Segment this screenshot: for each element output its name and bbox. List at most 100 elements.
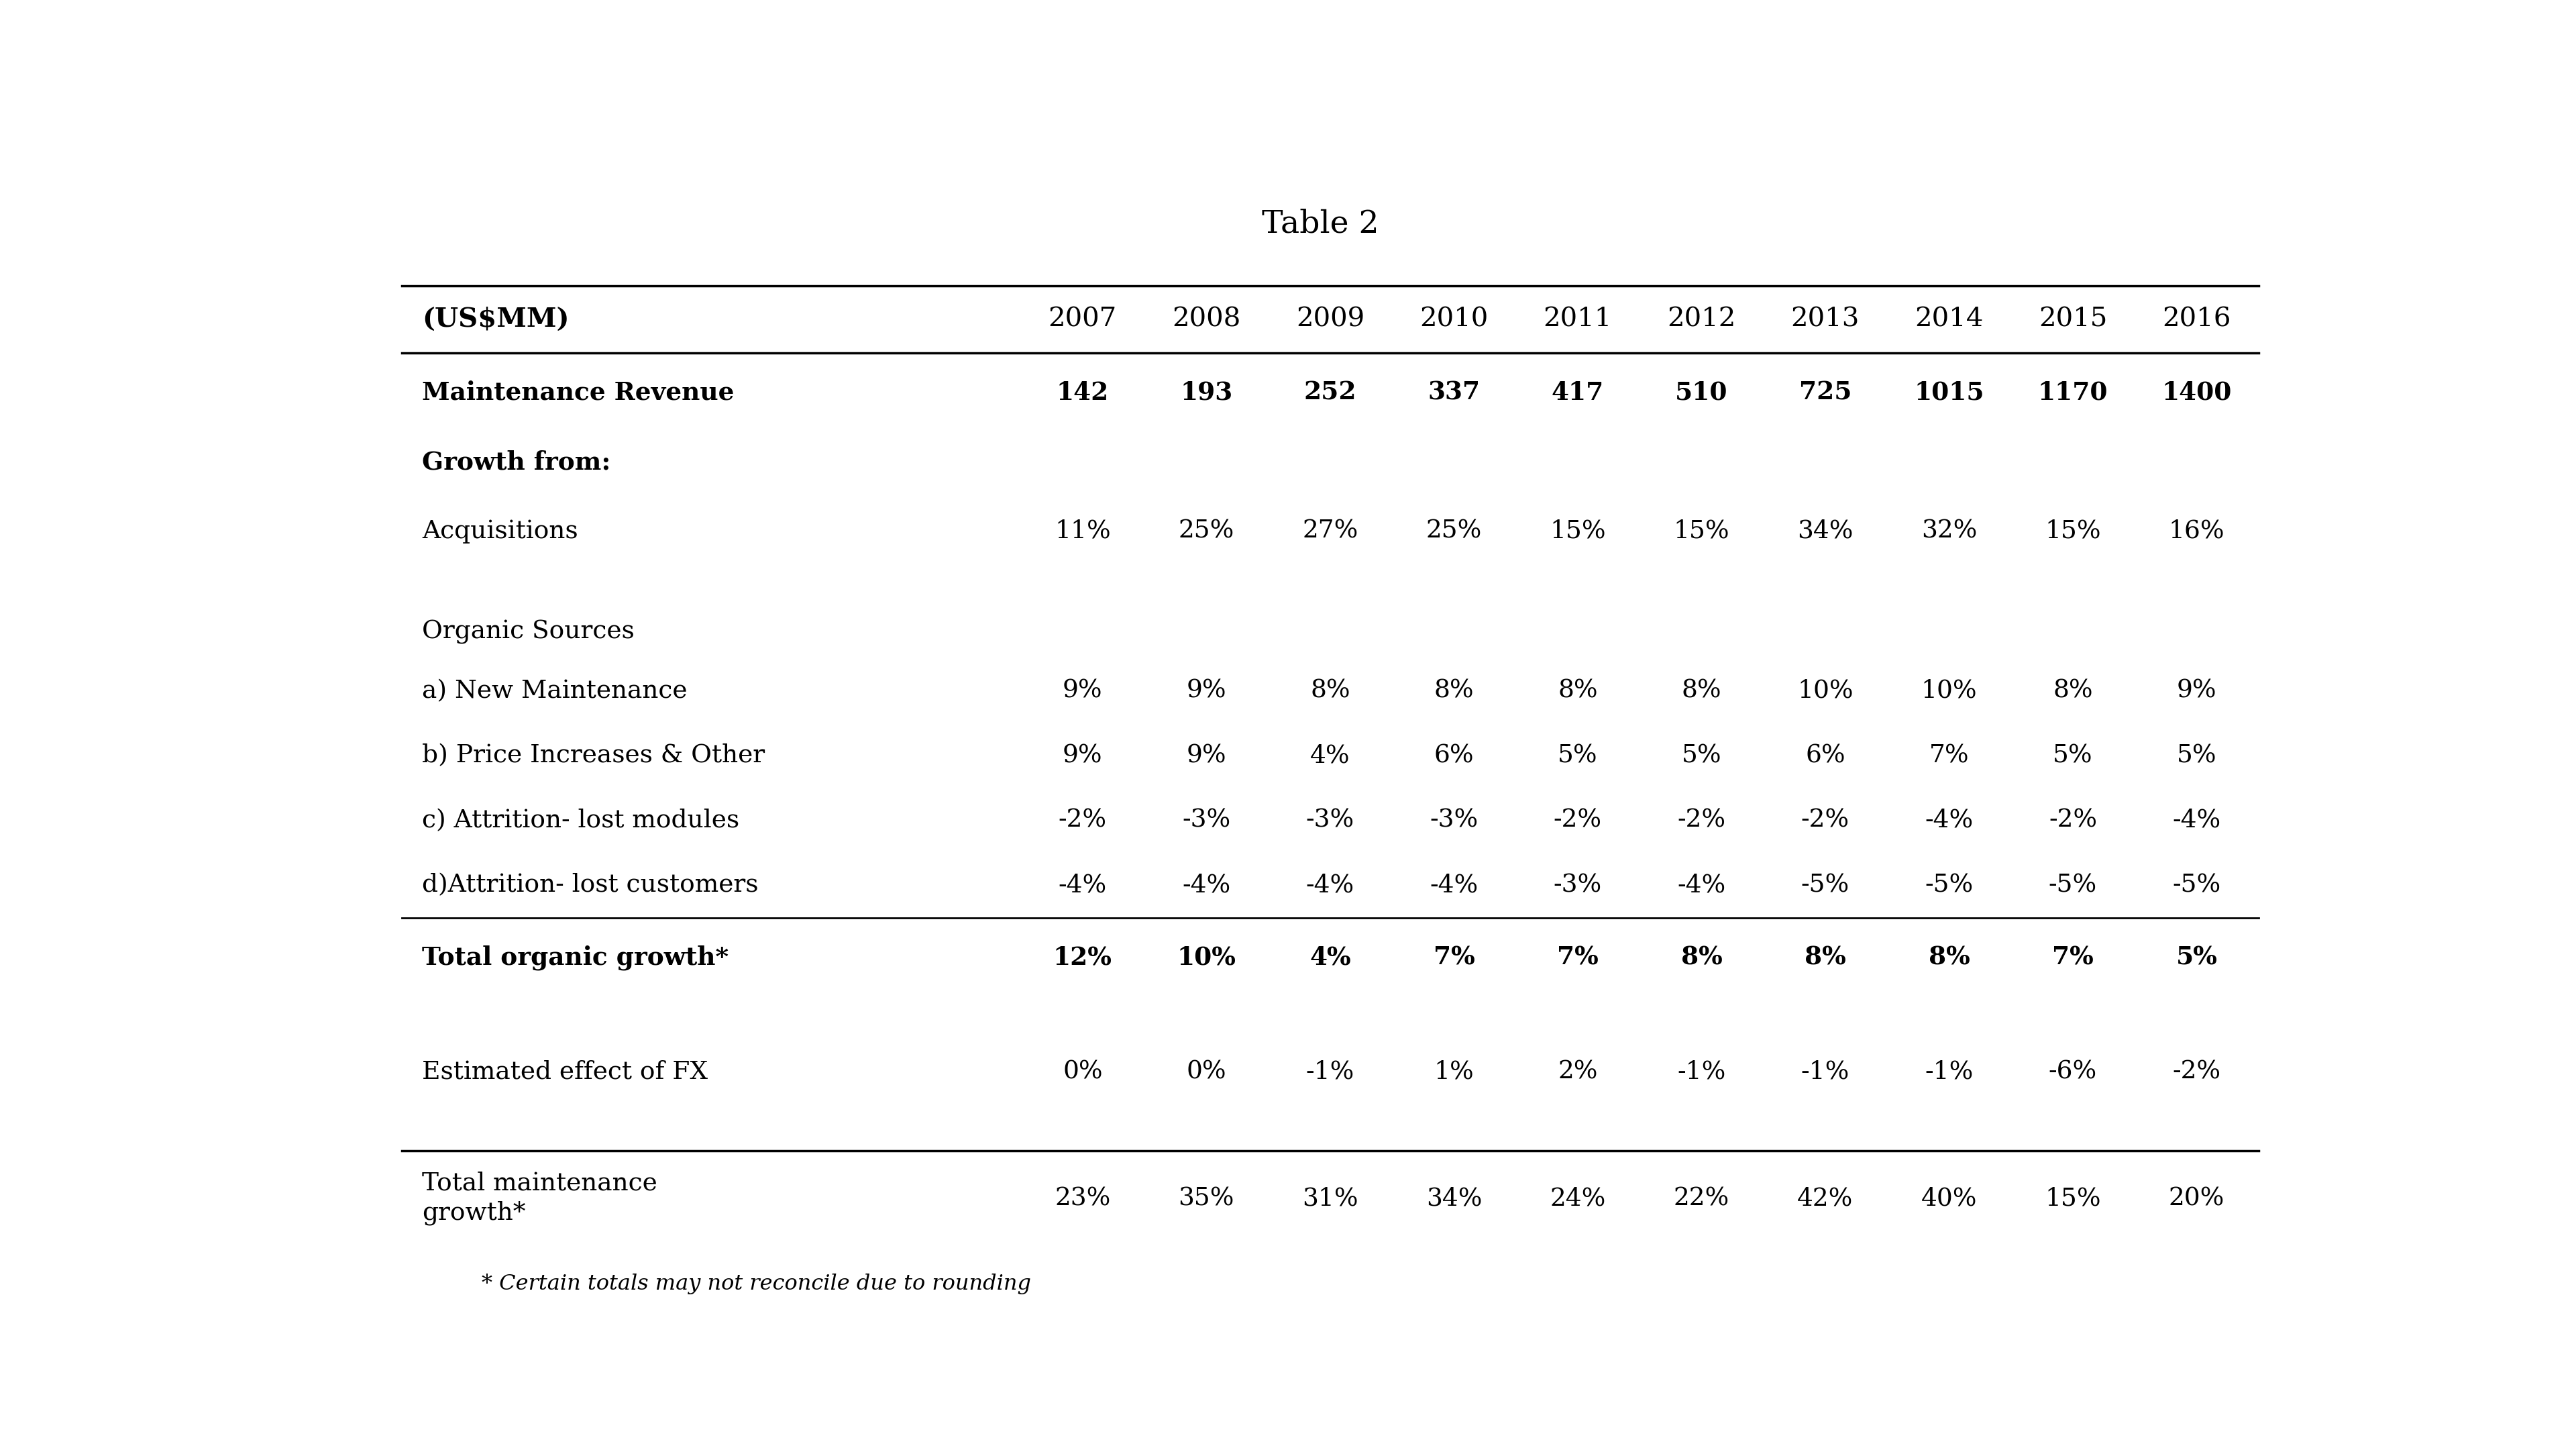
Text: 8%: 8% [2053, 679, 2092, 703]
Text: Total organic growth*: Total organic growth* [422, 945, 729, 970]
Text: -1%: -1% [1677, 1060, 1726, 1083]
Text: -1%: -1% [1306, 1060, 1355, 1083]
Text: -3%: -3% [1182, 809, 1231, 832]
Text: 2009: 2009 [1296, 307, 1365, 332]
Text: 20%: 20% [2169, 1186, 2226, 1211]
Text: Organic Sources: Organic Sources [422, 619, 634, 644]
Text: Growth from:: Growth from: [422, 450, 611, 474]
Text: 5%: 5% [1682, 744, 1721, 767]
Text: 9%: 9% [1188, 679, 1226, 703]
Text: 2015: 2015 [2038, 307, 2107, 332]
Text: 5%: 5% [1558, 744, 1597, 767]
Text: 7%: 7% [1556, 945, 1600, 970]
Text: 9%: 9% [2177, 679, 2215, 703]
Text: 10%: 10% [1177, 945, 1236, 970]
Text: d)Attrition- lost customers: d)Attrition- lost customers [422, 873, 757, 898]
Text: 9%: 9% [1188, 744, 1226, 767]
Text: 7%: 7% [1432, 945, 1473, 970]
Text: 7%: 7% [1929, 744, 1968, 767]
Text: Maintenance Revenue: Maintenance Revenue [422, 380, 734, 405]
Text: 8%: 8% [1680, 945, 1723, 970]
Text: -4%: -4% [2172, 809, 2221, 832]
Text: Estimated effect of FX: Estimated effect of FX [422, 1060, 708, 1083]
Text: 35%: 35% [1177, 1186, 1234, 1211]
Text: 6%: 6% [1435, 744, 1473, 767]
Text: 34%: 34% [1798, 519, 1852, 544]
Text: 23%: 23% [1054, 1186, 1110, 1211]
Text: 25%: 25% [1177, 519, 1234, 544]
Text: 337: 337 [1427, 380, 1481, 405]
Text: 142: 142 [1056, 380, 1108, 405]
Text: 22%: 22% [1674, 1186, 1728, 1211]
Text: * Certain totals may not reconcile due to rounding: * Certain totals may not reconcile due t… [482, 1273, 1030, 1295]
Text: -3%: -3% [1553, 873, 1602, 898]
Text: 1%: 1% [1435, 1060, 1473, 1083]
Text: -4%: -4% [1677, 873, 1726, 898]
Text: 2011: 2011 [1543, 307, 1613, 332]
Text: -2%: -2% [1677, 809, 1726, 832]
Text: 2016: 2016 [2161, 307, 2231, 332]
Text: Total maintenance
growth*: Total maintenance growth* [422, 1172, 657, 1225]
Text: 12%: 12% [1054, 945, 1113, 970]
Text: -1%: -1% [1801, 1060, 1850, 1083]
Text: 2007: 2007 [1048, 307, 1118, 332]
Text: 510: 510 [1674, 380, 1728, 405]
Text: 25%: 25% [1427, 519, 1481, 544]
Text: 4%: 4% [1309, 945, 1350, 970]
Text: 8%: 8% [1558, 679, 1597, 703]
Text: a) New Maintenance: a) New Maintenance [422, 679, 688, 703]
Text: 0%: 0% [1064, 1060, 1103, 1083]
Text: 5%: 5% [2177, 744, 2215, 767]
Text: -5%: -5% [2172, 873, 2221, 898]
Text: 0%: 0% [1188, 1060, 1226, 1083]
Text: 9%: 9% [1064, 744, 1103, 767]
Text: 15%: 15% [2045, 1186, 2102, 1211]
Text: -6%: -6% [2048, 1060, 2097, 1083]
Text: 2%: 2% [1558, 1060, 1597, 1083]
Text: 417: 417 [1551, 380, 1605, 405]
Text: 24%: 24% [1551, 1186, 1605, 1211]
Text: (US$MM): (US$MM) [422, 306, 569, 332]
Text: 10%: 10% [1922, 679, 1978, 703]
Text: 8%: 8% [1311, 679, 1350, 703]
Text: -1%: -1% [1924, 1060, 1973, 1083]
Text: 15%: 15% [1674, 519, 1728, 544]
Text: 725: 725 [1798, 380, 1852, 405]
Text: 11%: 11% [1054, 519, 1110, 544]
Text: 10%: 10% [1798, 679, 1852, 703]
Text: b) Price Increases & Other: b) Price Increases & Other [422, 744, 765, 767]
Text: 2008: 2008 [1172, 307, 1242, 332]
Text: 7%: 7% [2053, 945, 2094, 970]
Text: c) Attrition- lost modules: c) Attrition- lost modules [422, 809, 739, 832]
Text: -2%: -2% [1553, 809, 1602, 832]
Text: 2013: 2013 [1790, 307, 1860, 332]
Text: 34%: 34% [1427, 1186, 1481, 1211]
Text: 1015: 1015 [1914, 380, 1984, 405]
Text: 27%: 27% [1303, 519, 1358, 544]
Text: 42%: 42% [1798, 1186, 1852, 1211]
Text: 1170: 1170 [2038, 380, 2107, 405]
Text: -4%: -4% [1059, 873, 1108, 898]
Text: -2%: -2% [1801, 809, 1850, 832]
Text: -5%: -5% [1801, 873, 1850, 898]
Text: 40%: 40% [1922, 1186, 1976, 1211]
Text: -2%: -2% [1059, 809, 1108, 832]
Text: 16%: 16% [2169, 519, 2226, 544]
Text: -3%: -3% [1306, 809, 1355, 832]
Text: Acquisitions: Acquisitions [422, 519, 577, 544]
Text: -4%: -4% [1182, 873, 1231, 898]
Text: 31%: 31% [1301, 1186, 1358, 1211]
Text: 2010: 2010 [1419, 307, 1489, 332]
Text: 8%: 8% [1806, 945, 1847, 970]
Text: -5%: -5% [1924, 873, 1973, 898]
Text: -4%: -4% [1924, 809, 1973, 832]
Text: 8%: 8% [1435, 679, 1473, 703]
Text: -3%: -3% [1430, 809, 1479, 832]
Text: 6%: 6% [1806, 744, 1844, 767]
Text: -2%: -2% [2172, 1060, 2221, 1083]
Text: 1400: 1400 [2161, 380, 2231, 405]
Text: 5%: 5% [2053, 744, 2092, 767]
Text: 193: 193 [1180, 380, 1234, 405]
Text: 9%: 9% [1064, 679, 1103, 703]
Text: 2014: 2014 [1914, 307, 1984, 332]
